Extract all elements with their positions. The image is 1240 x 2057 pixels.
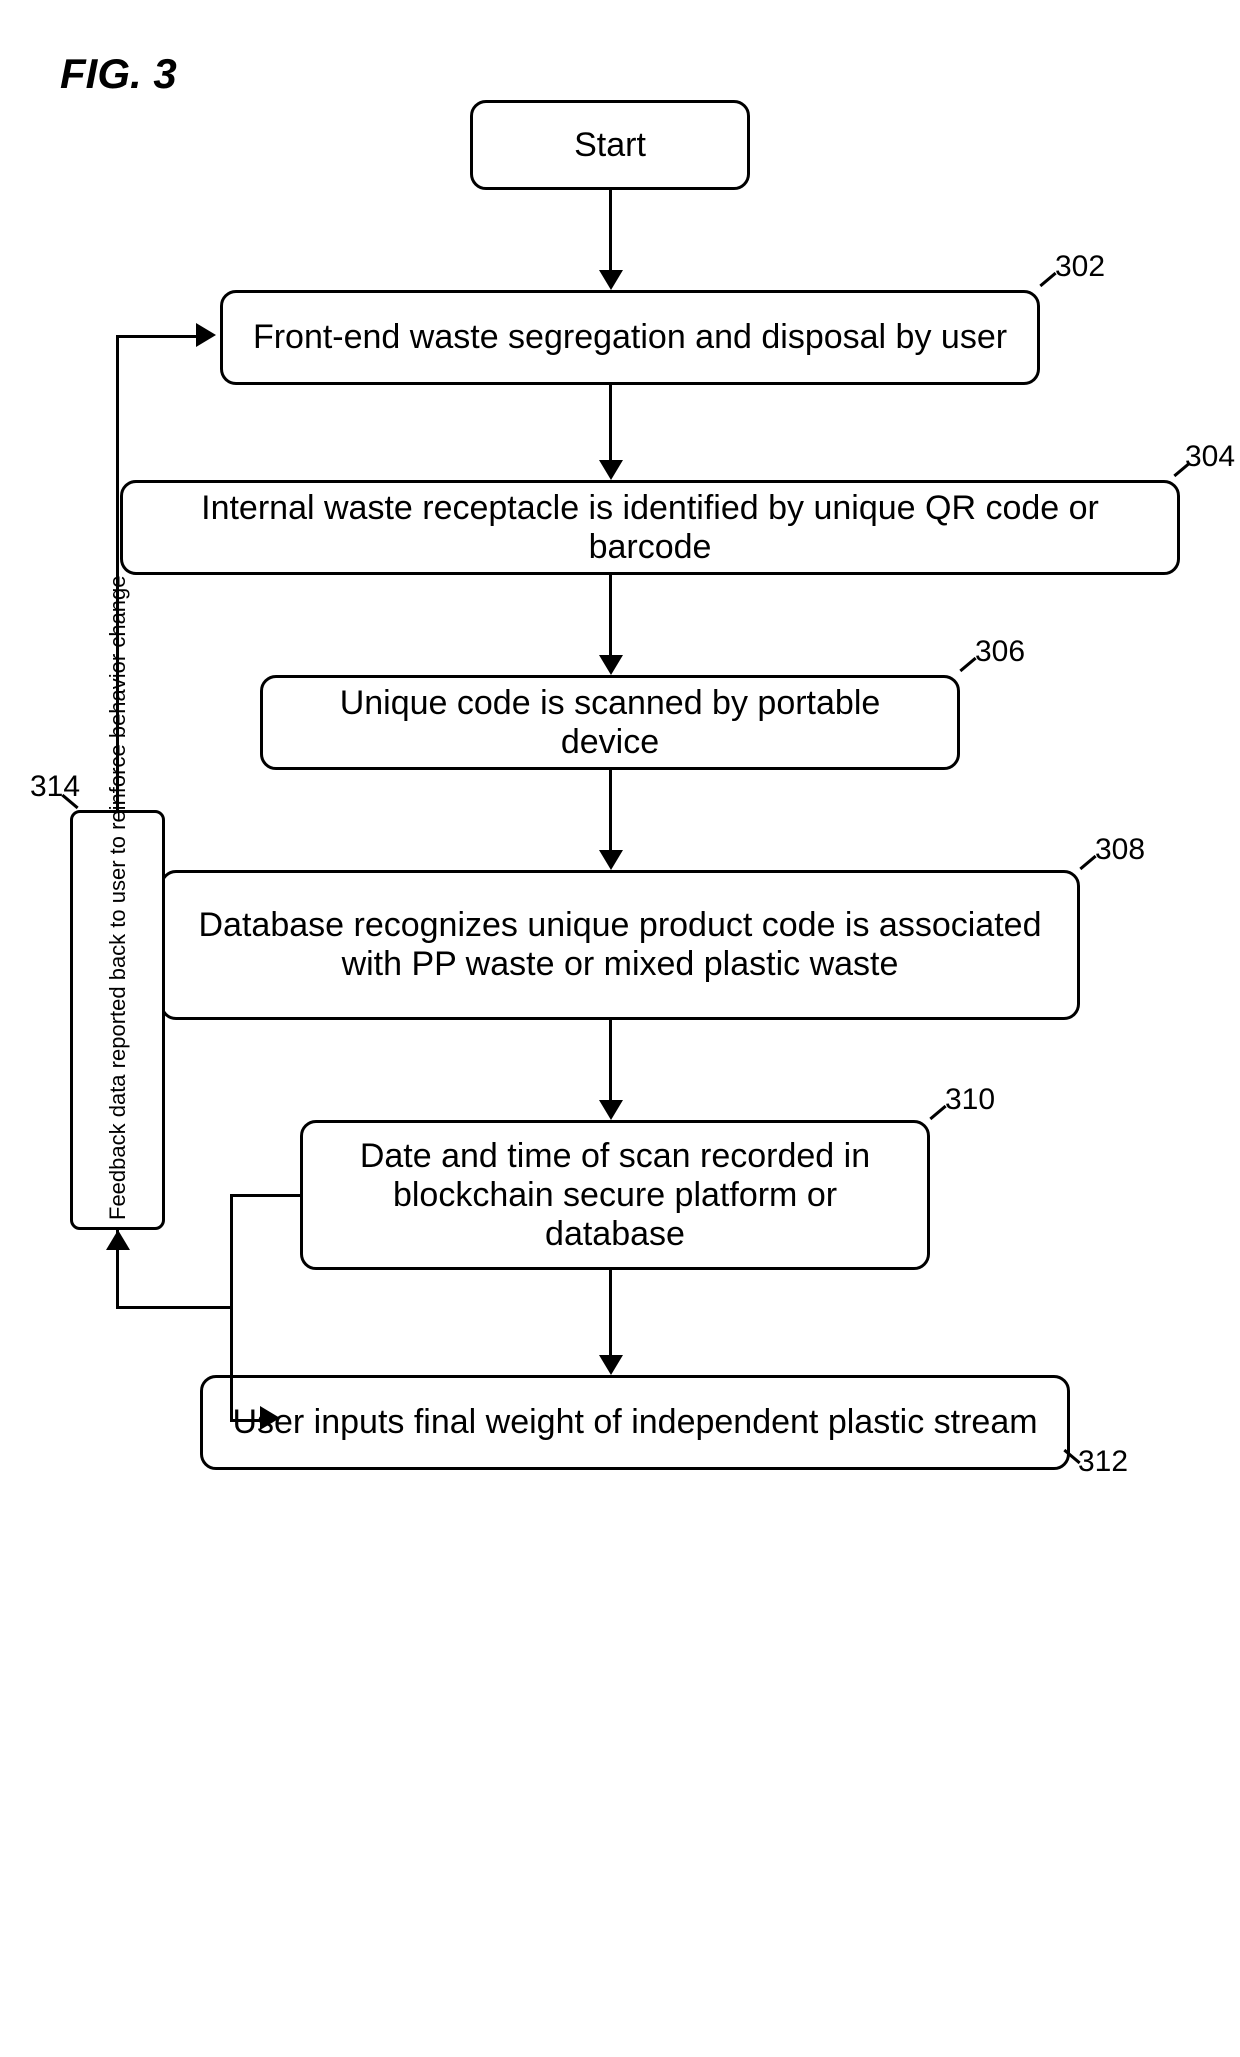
ref-310: 310 [945,1083,995,1117]
start-text: Start [574,126,646,165]
fb-h1 [230,1194,300,1197]
start-box: Start [470,100,750,190]
box-312-text: User inputs final weight of independent … [232,1403,1037,1442]
box-306: Unique code is scanned by portable devic… [260,675,960,770]
fb-v3 [116,335,119,810]
box-302-text: Front-end waste segregation and disposal… [253,318,1007,357]
box-312: User inputs final weight of independent … [200,1375,1070,1470]
arrow-306-308 [599,850,623,870]
ref-314: 314 [30,770,80,804]
figure-label: FIG. 3 [60,50,177,98]
fb-h3 [117,1306,233,1309]
conn-304-306 [609,575,612,657]
ref-308: 308 [1095,833,1145,867]
fb-arrow-into-314 [106,1230,130,1250]
fb-arrow-into-302 [196,323,216,347]
ref-304: 304 [1185,440,1235,474]
fb-h4 [116,335,206,338]
box-308-text: Database recognizes unique product code … [187,906,1053,984]
conn-302-304 [609,385,612,462]
box-310: Date and time of scan recorded in blockc… [300,1120,930,1270]
conn-308-310 [609,1020,612,1102]
box-310-text: Date and time of scan recorded in blockc… [327,1137,903,1254]
box-304-text: Internal waste receptacle is identified … [147,489,1153,567]
conn-start-302 [609,190,612,272]
arrow-start-302 [599,270,623,290]
conn-306-308 [609,770,612,852]
ref-302: 302 [1055,250,1105,284]
box-308: Database recognizes unique product code … [160,870,1080,1020]
box-304: Internal waste receptacle is identified … [120,480,1180,575]
conn-310-312 [609,1270,612,1357]
fb-arrow-h2 [260,1406,280,1430]
arrow-308-310 [599,1100,623,1120]
arrow-304-306 [599,655,623,675]
box-314-text: Feedback data reported back to user to r… [105,820,131,1220]
ref-306: 306 [975,635,1025,669]
box-314: Feedback data reported back to user to r… [70,810,165,1230]
box-302: Front-end waste segregation and disposal… [220,290,1040,385]
box-306-text: Unique code is scanned by portable devic… [287,684,933,762]
arrow-310-312 [599,1355,623,1375]
ref-312: 312 [1078,1445,1128,1479]
arrow-302-304 [599,460,623,480]
